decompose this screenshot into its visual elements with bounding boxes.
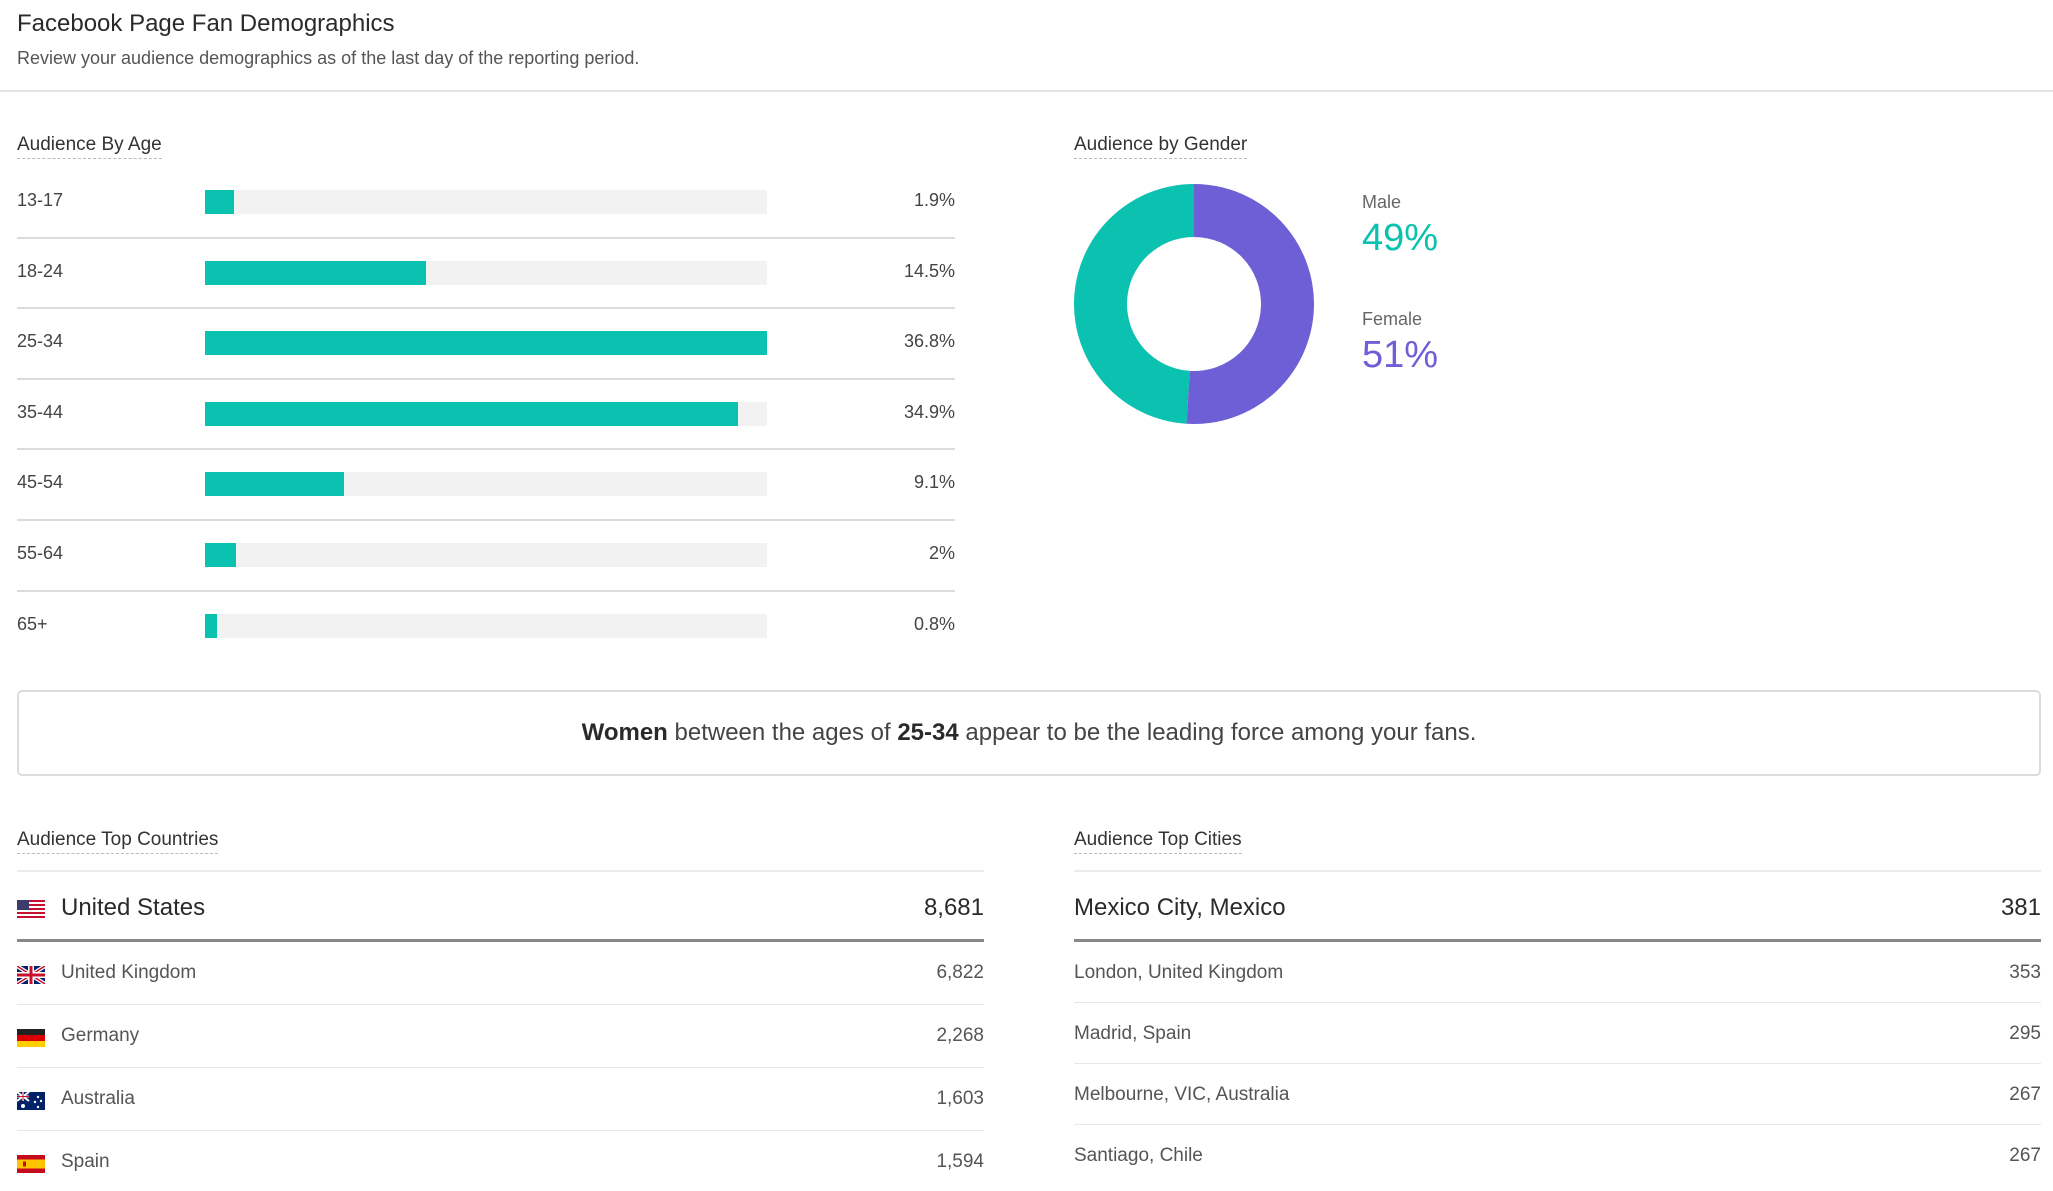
country-row: Germany 2,268 xyxy=(17,1005,984,1068)
country-count: 2,268 xyxy=(936,1025,984,1046)
country-name: United Kingdom xyxy=(61,962,197,983)
country-row: United Kingdom 6,822 xyxy=(17,942,984,1005)
insight-age-range: 25-34 xyxy=(897,719,959,746)
age-bar xyxy=(205,401,738,426)
city-count: 267 xyxy=(2009,1084,2041,1105)
germany-flag-icon xyxy=(17,1029,45,1047)
age-label: 55-64 xyxy=(17,542,64,563)
age-value: 2% xyxy=(928,542,955,563)
female-label: Female xyxy=(1362,309,1423,329)
city-row: Mexico City, Mexico 381 xyxy=(1074,872,2041,942)
age-value: 34.9% xyxy=(903,401,955,422)
city-row: Melbourne, VIC, Australia 267 xyxy=(1074,1064,2041,1125)
gender-donut-chart xyxy=(1073,184,1314,424)
country-count: 1,594 xyxy=(936,1151,984,1172)
female-slice xyxy=(1186,184,1314,424)
city-row: Madrid, Spain 295 xyxy=(1074,1003,2041,1064)
cities-table: Mexico City, Mexico 381 London, United K… xyxy=(1074,870,2041,1186)
country-row: Australia 1,603 xyxy=(17,1068,984,1131)
age-bar-track xyxy=(205,190,767,214)
city-count: 295 xyxy=(2009,1023,2041,1044)
age-row: 55-64 2% xyxy=(17,521,955,592)
male-percent: 49% xyxy=(1362,217,1439,259)
country-row: Spain 1,594 xyxy=(17,1131,984,1191)
country-name: United States xyxy=(61,894,206,921)
spain-flag-icon xyxy=(17,1155,45,1173)
age-value: 9.1% xyxy=(913,472,955,493)
age-bar xyxy=(205,613,218,638)
male-legend: Male 49% xyxy=(1362,192,1438,260)
age-value: 36.8% xyxy=(903,331,955,352)
country-name: Spain xyxy=(61,1151,110,1172)
country-count: 1,603 xyxy=(936,1088,984,1109)
age-bar xyxy=(205,472,344,497)
city-count: 267 xyxy=(2009,1145,2041,1166)
city-name: Santiago, Chile xyxy=(1074,1145,1203,1166)
female-percent: 51% xyxy=(1362,334,1439,376)
countries-section-title: Audience Top Countries xyxy=(17,829,219,854)
cities-section-title: Audience Top Cities xyxy=(1074,829,1242,854)
age-bar-track xyxy=(205,613,767,638)
insight-text: Women between the ages of 25-34 appear t… xyxy=(582,719,1477,747)
age-section-title: Audience By Age xyxy=(17,134,162,159)
country-count: 6,822 xyxy=(936,962,984,983)
city-count: 381 xyxy=(2000,894,2041,921)
age-bar xyxy=(205,190,235,214)
country-name: Australia xyxy=(61,1088,135,1109)
age-label: 45-54 xyxy=(17,472,64,493)
country-row: United States 8,681 xyxy=(17,872,984,942)
city-row: Santiago, Chile 267 xyxy=(1074,1125,2041,1186)
countries-table: United States 8,681 United Kingdom 6,822… xyxy=(17,870,984,1191)
age-value: 1.9% xyxy=(913,190,955,210)
insight-end: appear to be the leading force among you… xyxy=(958,719,1477,746)
country-count: 8,681 xyxy=(923,894,984,921)
uk-flag-icon xyxy=(17,966,45,984)
city-name: Mexico City, Mexico xyxy=(1074,894,1286,921)
age-label: 18-24 xyxy=(17,260,64,281)
age-bar xyxy=(205,331,767,356)
age-value: 0.8% xyxy=(913,613,955,634)
age-label: 25-34 xyxy=(17,331,64,352)
city-name: London, United Kingdom xyxy=(1074,962,1284,983)
age-row: 18-24 14.5% xyxy=(17,239,955,310)
age-row: 13-17 1.9% xyxy=(17,168,955,239)
age-bar-track xyxy=(205,542,767,567)
insight-gender: Women xyxy=(581,719,668,746)
age-bar xyxy=(205,542,236,567)
male-slice xyxy=(1073,184,1194,424)
age-bar-track xyxy=(205,260,767,285)
age-row: 65+ 0.8% xyxy=(17,592,955,663)
age-bar-track xyxy=(205,331,767,356)
age-chart: 13-17 1.9% 18-24 14.5% 25-34 36.8% 35-44… xyxy=(17,168,955,662)
australia-flag-icon xyxy=(17,1092,45,1110)
city-name: Madrid, Spain xyxy=(1074,1023,1192,1044)
country-name: Germany xyxy=(61,1025,140,1046)
age-label: 13-17 xyxy=(17,190,64,210)
age-bar-track xyxy=(205,401,767,426)
insight-middle: between the ages of xyxy=(667,719,898,746)
age-row: 45-54 9.1% xyxy=(17,450,955,521)
us-flag-icon xyxy=(17,900,45,918)
page-header: Facebook Page Fan Demographics Review yo… xyxy=(0,0,2053,92)
insight-banner: Women between the ages of 25-34 appear t… xyxy=(17,690,2041,776)
city-row: London, United Kingdom 353 xyxy=(1074,942,2041,1003)
female-legend: Female 51% xyxy=(1362,309,1438,377)
age-bar-track xyxy=(205,472,767,497)
age-label: 35-44 xyxy=(17,401,64,422)
city-count: 353 xyxy=(2009,962,2041,983)
age-row: 25-34 36.8% xyxy=(17,309,955,380)
gender-section-title: Audience by Gender xyxy=(1074,134,1248,159)
age-row: 35-44 34.9% xyxy=(17,380,955,451)
age-label: 65+ xyxy=(17,613,48,634)
page-title: Facebook Page Fan Demographics xyxy=(17,10,395,37)
age-bar xyxy=(205,260,427,285)
male-label: Male xyxy=(1362,192,1402,212)
city-name: Melbourne, VIC, Australia xyxy=(1074,1084,1290,1105)
age-value: 14.5% xyxy=(903,260,955,281)
page-subtitle: Review your audience demographics as of … xyxy=(17,48,640,68)
